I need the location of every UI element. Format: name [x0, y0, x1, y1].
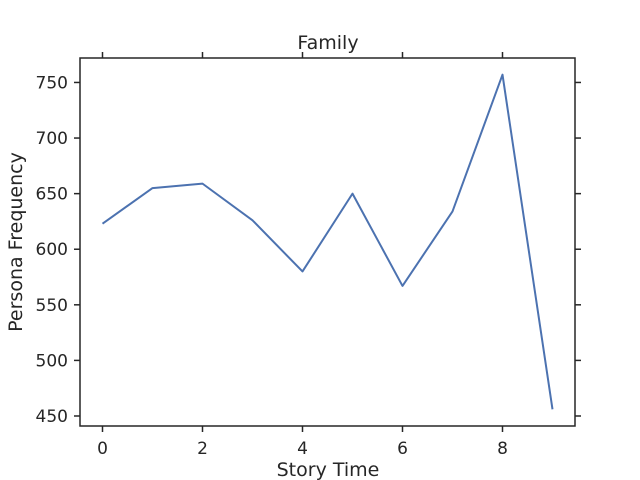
- x-tick-label: 8: [497, 439, 508, 459]
- y-tick-label: 650: [36, 185, 68, 205]
- y-tick-label: 550: [36, 296, 68, 316]
- series-line-0: [101, 73, 554, 410]
- y-axis-label: Persona Frequency: [5, 152, 27, 332]
- plot-frame: [79, 57, 576, 427]
- x-tick-label: 0: [97, 439, 108, 459]
- x-axis: 0 2 4 6 8: [97, 52, 508, 459]
- plot-area: [101, 73, 554, 410]
- chart-title: Family: [297, 32, 358, 54]
- y-axis: 450 500 550 600 650 700 750: [36, 73, 581, 427]
- y-tick-label: 750: [36, 73, 68, 93]
- x-tick-label: 6: [397, 439, 408, 459]
- x-tick-label: 4: [297, 439, 308, 459]
- x-axis-label: Story Time: [277, 459, 380, 480]
- y-tick-label: 700: [36, 129, 68, 149]
- x-tick-label: 2: [197, 439, 208, 459]
- y-tick-label: 600: [36, 240, 68, 260]
- y-tick-label: 450: [36, 407, 68, 427]
- y-tick-label: 500: [36, 351, 68, 371]
